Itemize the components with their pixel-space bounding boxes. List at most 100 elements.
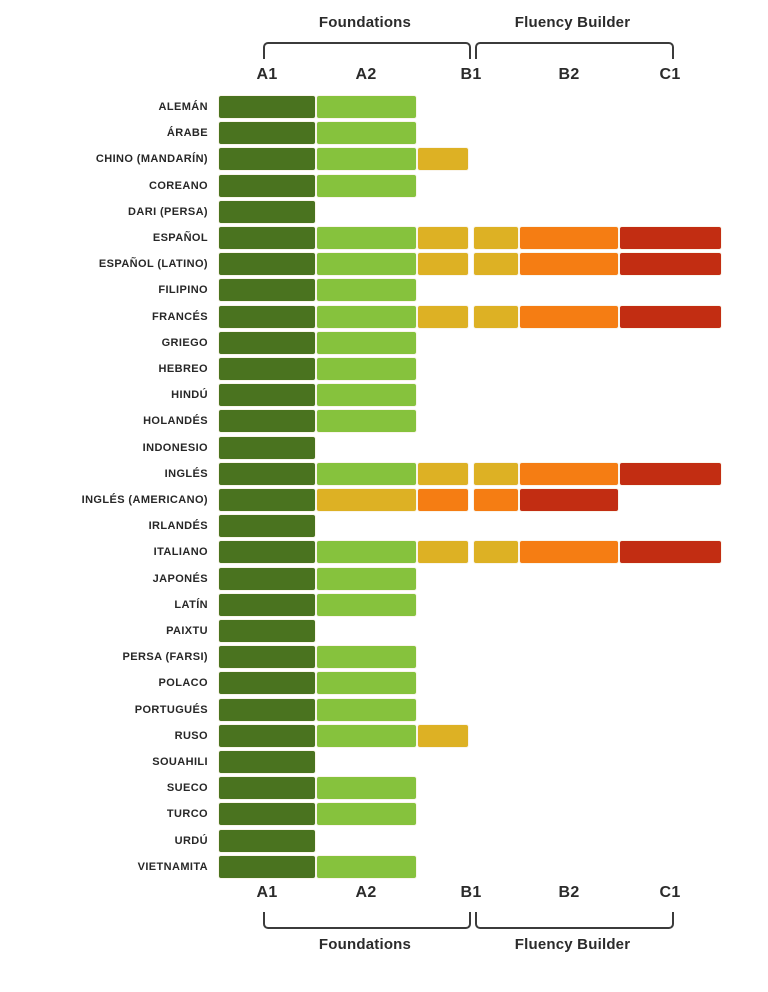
bar-segment-a2 bbox=[316, 278, 417, 303]
bar-track bbox=[218, 330, 722, 355]
bar-segment-b2 bbox=[519, 252, 619, 277]
bar-segment-a2 bbox=[316, 409, 417, 434]
bar-segment-a2 bbox=[316, 540, 417, 565]
language-label: POLACO bbox=[158, 677, 208, 690]
bar-segment-a1 bbox=[218, 592, 316, 617]
bar-track bbox=[218, 435, 722, 460]
fluency-builder-bracket-top bbox=[475, 42, 674, 59]
bar-segment-a1 bbox=[218, 173, 316, 198]
language-label: PORTUGUÉS bbox=[134, 703, 208, 716]
bar-segment-a1 bbox=[218, 330, 316, 355]
bar-segment-b1a bbox=[417, 226, 469, 250]
bar-segment-a2 bbox=[316, 383, 417, 408]
bar-segment-a2 bbox=[316, 697, 417, 722]
language-label: INGLÉS (AMERICANO) bbox=[81, 494, 208, 506]
bar-segment-b2 bbox=[519, 226, 619, 250]
fluency-builder-label-top: Fluency Builder bbox=[514, 14, 631, 31]
bar-segment-a2 bbox=[316, 173, 417, 198]
language-label: VIETNAMITA bbox=[137, 860, 208, 873]
bar-track bbox=[218, 671, 722, 696]
bar-track bbox=[218, 121, 722, 146]
language-label: HEBREO bbox=[158, 363, 208, 375]
language-row: CHINO (MANDARÍN) bbox=[0, 147, 768, 172]
bar-segment-a2 bbox=[316, 776, 417, 801]
language-label: ESPAÑOL (LATINO) bbox=[98, 258, 208, 271]
bar-segment-c1 bbox=[619, 540, 722, 565]
bar-track bbox=[218, 304, 722, 329]
bar-segment-a2 bbox=[316, 461, 417, 486]
language-label: INGLÉS bbox=[164, 467, 208, 480]
bar-segment-c1 bbox=[619, 304, 722, 329]
level-tick-b2: B2 bbox=[558, 66, 580, 83]
fluency-builder-label-bottom: Fluency Builder bbox=[514, 936, 631, 953]
bar-segment-a2 bbox=[316, 723, 417, 748]
language-label: ESPAÑOL bbox=[152, 232, 208, 244]
bar-track bbox=[218, 592, 722, 617]
language-label: FRANCÉS bbox=[152, 310, 208, 323]
language-row: ESPAÑOL bbox=[0, 226, 768, 250]
bar-segment-b1b bbox=[473, 461, 519, 486]
fluency-builder-bracket-bottom bbox=[475, 912, 674, 929]
bar-segment-a1 bbox=[218, 566, 316, 591]
bar-track bbox=[218, 697, 722, 722]
bar-segment-a1 bbox=[218, 147, 316, 172]
bar-segment-a1 bbox=[218, 540, 316, 565]
bar-segment-a1 bbox=[218, 357, 316, 381]
bar-track bbox=[218, 488, 722, 512]
bar-track bbox=[218, 357, 722, 381]
bar-segment-b2 bbox=[519, 461, 619, 486]
language-row: COREANO bbox=[0, 173, 768, 198]
language-row: ALEMÁN bbox=[0, 95, 768, 119]
bar-segment-a2 bbox=[316, 304, 417, 329]
bar-segment-b1a bbox=[417, 540, 469, 565]
level-tick-b1: B1 bbox=[460, 884, 482, 901]
bar-segment-a2 bbox=[316, 330, 417, 355]
language-row: LATÍN bbox=[0, 592, 768, 617]
language-row: PAIXTU bbox=[0, 619, 768, 643]
language-row: FILIPINO bbox=[0, 278, 768, 303]
bar-track bbox=[218, 278, 722, 303]
bar-segment-a2 bbox=[316, 802, 417, 827]
bar-segment-a1 bbox=[218, 645, 316, 670]
bar-segment-c1 bbox=[619, 226, 722, 250]
language-label: SUECO bbox=[166, 782, 208, 795]
bar-segment-a2 bbox=[316, 854, 417, 879]
bar-segment-a1 bbox=[218, 461, 316, 486]
language-row: INGLÉS bbox=[0, 461, 768, 486]
foundations-bracket-bottom bbox=[263, 912, 471, 929]
bar-segment-b2 bbox=[519, 488, 619, 512]
language-row: INDONESIO bbox=[0, 435, 768, 460]
bar-track bbox=[218, 540, 722, 565]
bar-segment-a1 bbox=[218, 697, 316, 722]
bar-segment-a2 bbox=[316, 252, 417, 277]
bar-segment-a1 bbox=[218, 854, 316, 879]
language-label: HOLANDÉS bbox=[143, 415, 208, 428]
language-label: URDÚ bbox=[174, 834, 208, 847]
language-label: INDONESIO bbox=[142, 441, 208, 454]
bar-segment-a1 bbox=[218, 488, 316, 512]
bar-track bbox=[218, 854, 722, 879]
bar-track bbox=[218, 409, 722, 434]
language-label: IRLANDÉS bbox=[148, 520, 208, 533]
bar-segment-a1 bbox=[218, 199, 316, 224]
bar-segment-b1a bbox=[417, 488, 469, 512]
bar-segment-a1 bbox=[218, 435, 316, 460]
bar-segment-a1 bbox=[218, 252, 316, 277]
bar-segment-b1b bbox=[473, 540, 519, 565]
bar-segment-a1 bbox=[218, 121, 316, 146]
language-label: RUSO bbox=[174, 729, 208, 742]
bar-segment-a1 bbox=[218, 776, 316, 801]
level-tick-b2: B2 bbox=[558, 884, 580, 901]
bar-track bbox=[218, 173, 722, 198]
language-row: HOLANDÉS bbox=[0, 409, 768, 434]
language-label: COREANO bbox=[148, 179, 208, 192]
level-tick-a2: A2 bbox=[355, 884, 377, 901]
language-row: VIETNAMITA bbox=[0, 854, 768, 879]
language-row: URDÚ bbox=[0, 828, 768, 853]
bar-segment-a2 bbox=[316, 357, 417, 381]
bar-segment-a2 bbox=[316, 147, 417, 172]
bar-track bbox=[218, 802, 722, 827]
bar-track bbox=[218, 252, 722, 277]
language-label: ALEMÁN bbox=[158, 101, 208, 113]
